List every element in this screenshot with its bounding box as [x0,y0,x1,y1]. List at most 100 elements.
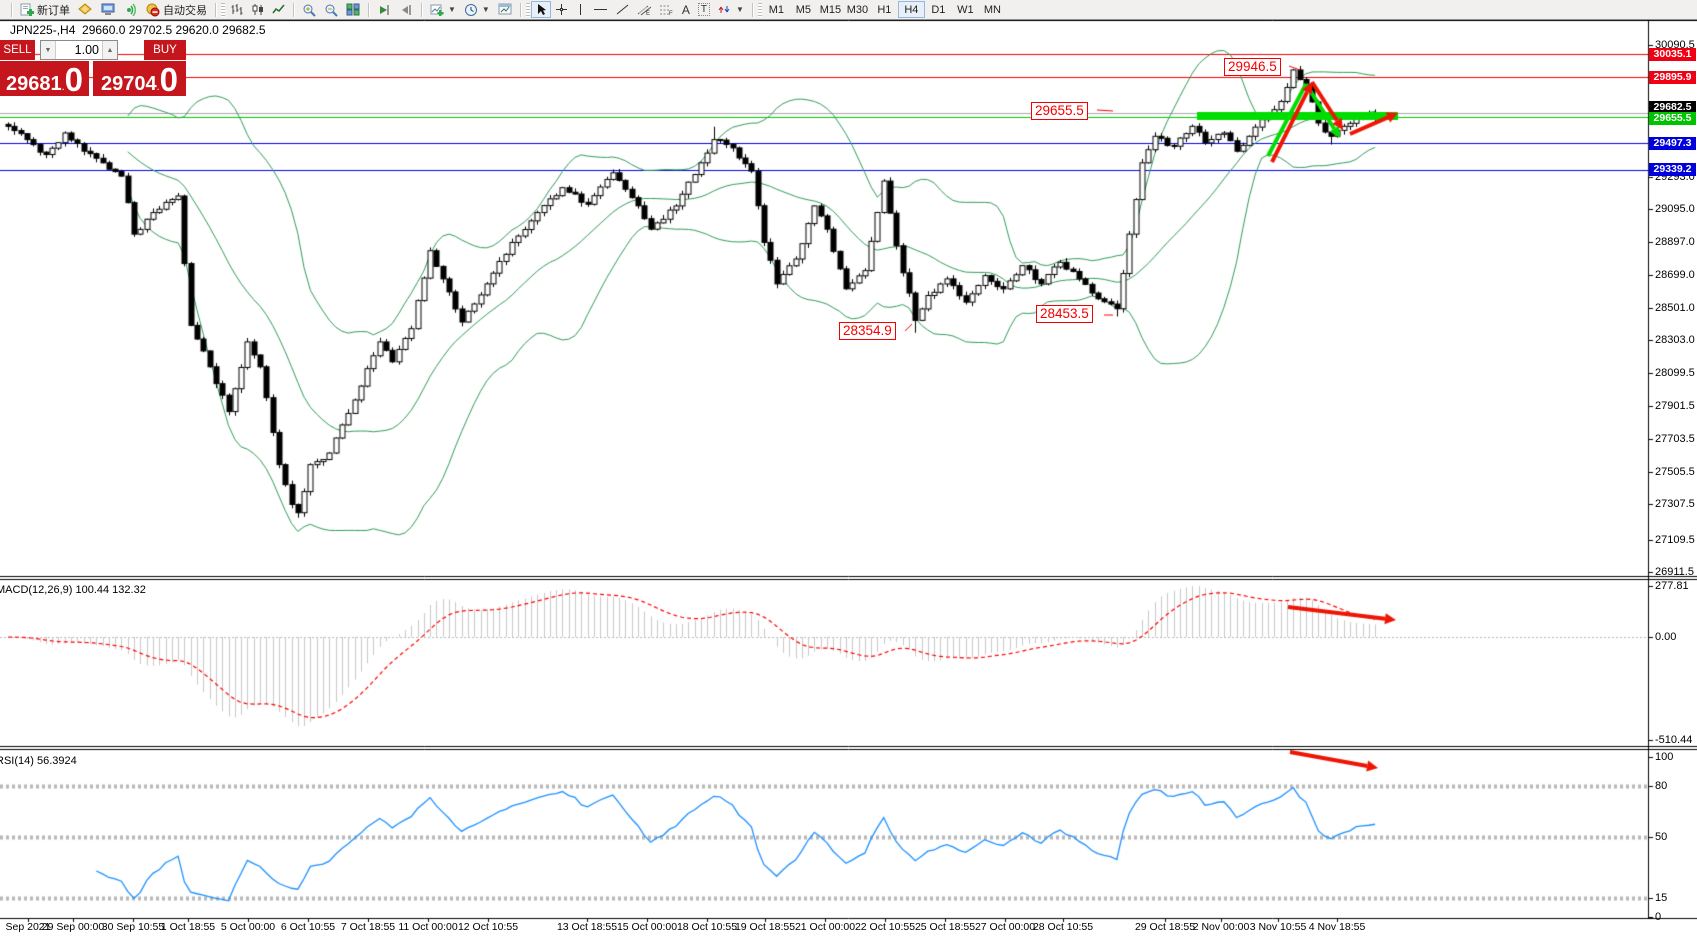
volume-decrease-button[interactable]: ▼ [41,41,56,59]
fibonacci-button[interactable]: F [655,1,678,18]
text-label-button[interactable]: T [694,1,714,18]
bar-chart-mode-button[interactable] [226,1,247,18]
dropdown-caret-icon: ▼ [481,5,490,14]
period-mn-button[interactable]: MN [979,1,1006,18]
date-axis-label: 30 Sep 10:55 [101,921,165,933]
price-callout-label[interactable]: 28453.5 [1036,305,1093,323]
fibonacci-icon: F [659,3,674,16]
zoom-in-button[interactable] [298,1,320,18]
price-axis-tick: 28099.5 [1655,367,1695,379]
chart-shift-icon [399,3,413,16]
cursor-button[interactable] [530,1,551,18]
toolbar-separator [519,2,522,17]
sell-price: 29681. 0 [0,61,89,96]
price-axis-tick: 27109.5 [1655,534,1695,546]
tile-windows-button[interactable] [342,1,364,18]
buy-price-big-digit: 0 [159,61,179,98]
price-axis-tick: 28699.0 [1655,269,1695,281]
auto-scroll-button[interactable] [373,1,395,18]
date-axis-label: 12 Oct 10:55 [457,921,519,933]
arrow-tools-icon [718,3,732,16]
toolbar-separator [215,2,217,17]
period-m1-button[interactable]: M1 [763,1,790,18]
rsi-axis-tick: 50 [1655,831,1668,843]
new-chart-icon [430,3,444,17]
gold-button[interactable] [74,1,97,18]
volume-input[interactable]: 1.00 [74,43,99,57]
date-axis-label: 25 Oct 18:55 [914,921,976,933]
period-m5-button[interactable]: M5 [790,1,817,18]
trendline-icon [616,3,629,16]
sell-button[interactable]: SELL [0,40,35,60]
auto-scroll-icon [377,3,391,16]
svg-text:F: F [669,11,673,16]
date-axis-label: 5 Oct 00:00 [220,921,276,933]
arrow-tools-button[interactable]: ▼ [714,1,748,18]
sell-price-big-digit: 0 [64,61,84,98]
crosshair-button[interactable] [551,1,572,18]
line-chart-icon [272,3,285,16]
text-button[interactable]: A [678,1,694,18]
autotrade-button[interactable]: 自动交易 [142,1,211,18]
horizontal-line-button[interactable] [589,1,612,18]
tile-windows-icon [346,3,360,16]
date-axis-label: 29 Sep 00:00 [41,921,105,933]
toolbar-separator [421,2,423,17]
zoom-out-icon [324,3,338,17]
chevron-down-icon: ▼ [44,46,52,54]
trendline-button[interactable] [612,1,633,18]
date-axis-label: 18 Oct 10:55 [676,921,738,933]
chart-shift-button[interactable] [395,1,417,18]
candlestick-mode-button[interactable] [247,1,268,18]
crosshair-icon [555,3,568,16]
price-callout-label[interactable]: 28354.9 [839,322,896,340]
date-axis-label: 21 Oct 00:00 [794,921,856,933]
price-callout-label[interactable]: 29946.5 [1224,58,1281,76]
period-d1-button[interactable]: D1 [925,1,952,18]
date-axis-label: 6 Oct 10:55 [280,921,336,933]
price-axis-tick: 28897.0 [1655,236,1695,248]
price-axis-tick: 27505.5 [1655,466,1695,478]
chevron-up-icon: ▲ [106,46,114,54]
new-order-button[interactable]: 新订单 [16,1,74,18]
period-m30-button[interactable]: M30 [844,1,871,18]
terminal-icon [101,3,116,16]
price-axis-tick: 26911.5 [1655,566,1694,578]
new-chart-button[interactable]: ▼ [426,1,460,18]
price-axis-tick: 28501.0 [1655,302,1695,314]
date-axis-label: 22 Oct 10:55 [854,921,916,933]
price-axis-tick: 27901.5 [1655,400,1695,412]
period-menu-button[interactable]: ▼ [460,1,494,18]
terminal-button[interactable] [97,1,120,18]
chart-title: JPN225-,H4 29660.0 29702.5 29620.0 29682… [10,23,266,37]
template-menu-button[interactable] [494,1,516,18]
price-callout-label[interactable]: 29655.5 [1031,102,1088,120]
date-axis-label: 2 Nov 00:00 [1192,921,1250,933]
buy-price: 29704. 0 [93,61,186,96]
toolbar-separator [751,2,754,17]
period-w1-button[interactable]: W1 [952,1,979,18]
toolbar: 新订单 自动交易 ▼ ▼ E F A T ▼ M1 M5 M15 M30 H1 … [0,0,1697,20]
period-h4-button[interactable]: H4 [897,1,925,18]
new-order-icon [20,3,34,17]
zoom-out-button[interactable] [320,1,342,18]
toolbar-separator [368,2,370,17]
date-axis-label: 11 Oct 00:00 [398,921,458,933]
vertical-line-button[interactable] [572,1,589,18]
date-axis-label: 19 Oct 18:55 [734,921,796,933]
date-axis-label: 1 Oct 18:55 [160,921,216,933]
line-chart-mode-button[interactable] [268,1,289,18]
signal-button[interactable] [120,1,142,18]
period-m15-button[interactable]: M15 [817,1,844,18]
text-tool-label: A [681,2,690,17]
volume-increase-button[interactable]: ▲ [102,41,117,59]
buy-button[interactable]: BUY [144,40,186,60]
sell-button-label: SELL [3,44,32,56]
price-level-badge: 30035.1 [1649,48,1696,61]
period-h1-button[interactable]: H1 [871,1,898,18]
price-axis-tick: 27307.5 [1655,498,1695,510]
channel-button[interactable]: E [633,1,655,18]
date-axis-label: 15 Oct 00:00 [616,921,678,933]
new-order-label: 新订单 [37,4,70,17]
